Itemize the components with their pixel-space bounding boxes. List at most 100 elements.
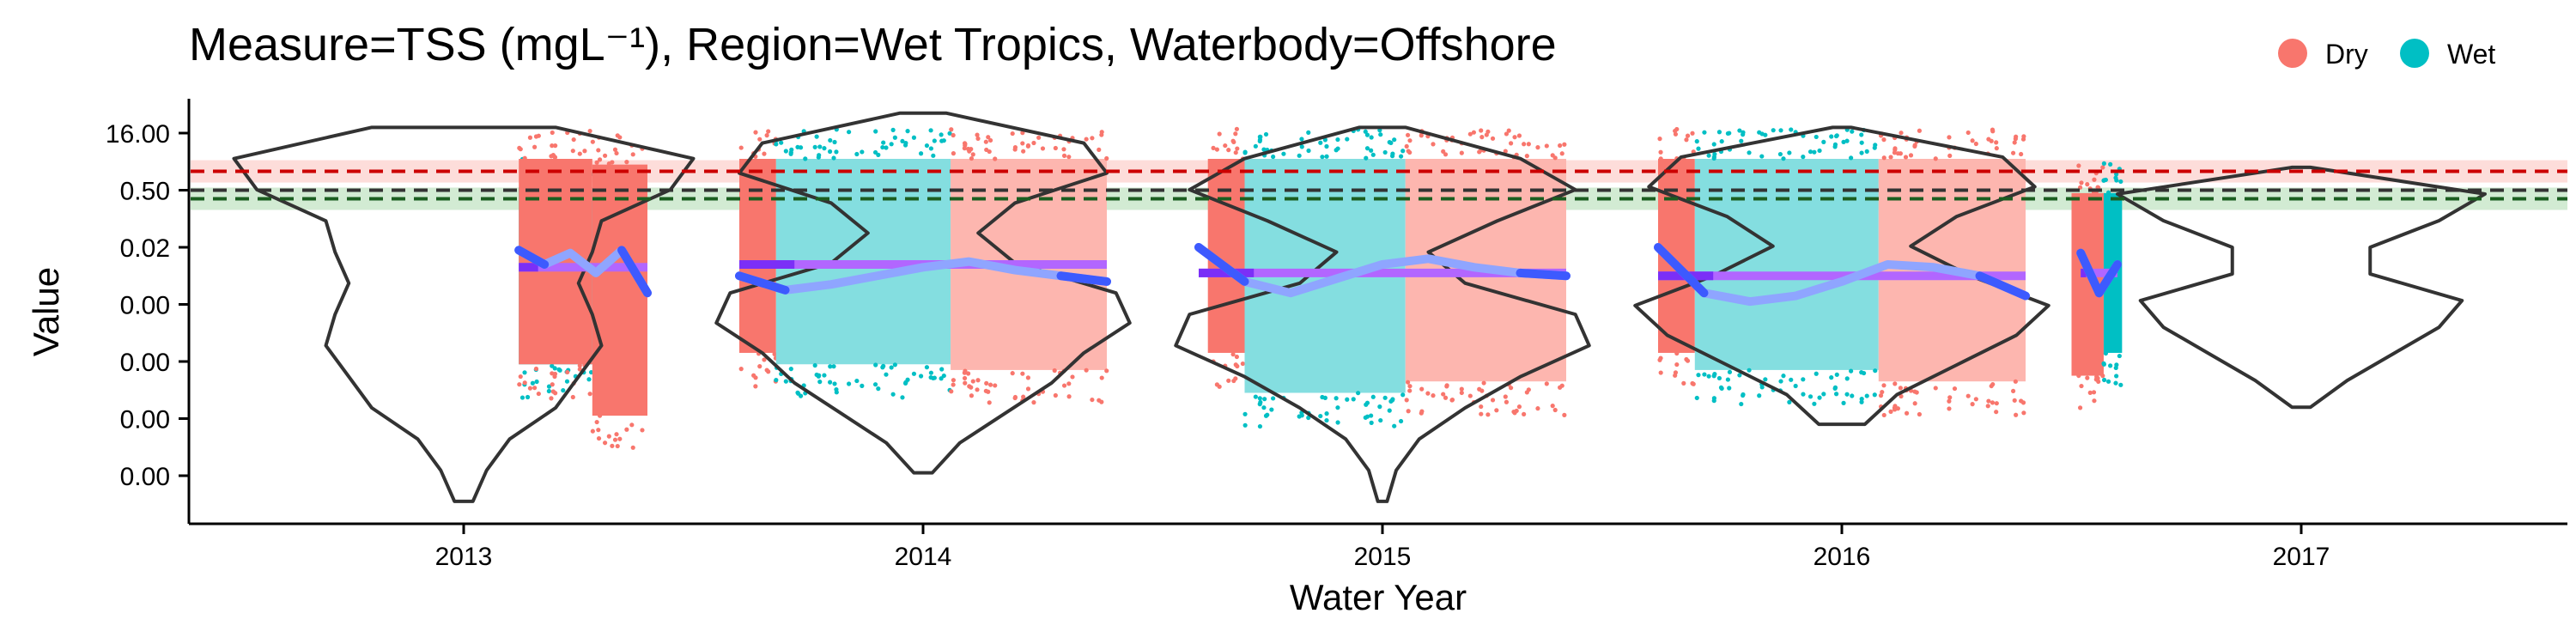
data-point bbox=[1364, 414, 1370, 419]
data-point bbox=[1242, 422, 1248, 428]
data-point bbox=[1387, 408, 1392, 413]
data-point bbox=[1821, 392, 1826, 397]
data-point bbox=[1211, 145, 1216, 150]
data-point bbox=[1390, 397, 1395, 402]
data-point bbox=[590, 139, 595, 144]
data-point bbox=[1994, 140, 1999, 145]
data-point bbox=[1741, 392, 1746, 398]
data-point bbox=[1404, 398, 1409, 403]
data-point bbox=[1299, 144, 1304, 149]
data-point bbox=[817, 373, 822, 378]
data-point bbox=[1407, 384, 1413, 389]
data-point bbox=[817, 144, 823, 149]
data-point bbox=[570, 149, 575, 154]
data-point bbox=[1318, 413, 1323, 419]
data-point bbox=[1503, 149, 1508, 154]
data-point bbox=[951, 132, 956, 138]
data-point bbox=[2101, 178, 2106, 183]
data-point bbox=[1512, 410, 1517, 416]
data-point bbox=[1407, 388, 1413, 393]
data-point bbox=[597, 413, 603, 418]
data-point bbox=[987, 149, 992, 155]
data-point bbox=[1544, 381, 1549, 386]
data-point bbox=[827, 149, 833, 155]
data-point bbox=[751, 373, 756, 378]
data-point bbox=[1400, 392, 1406, 398]
data-point bbox=[1778, 128, 1783, 133]
data-point bbox=[987, 137, 993, 143]
data-point bbox=[1559, 151, 1564, 156]
data-point bbox=[1829, 375, 1834, 380]
data-point bbox=[525, 394, 531, 400]
data-point bbox=[571, 137, 576, 143]
violin-2014 bbox=[714, 111, 1132, 475]
data-point bbox=[1449, 398, 1455, 403]
data-point bbox=[1398, 418, 1404, 424]
data-point bbox=[911, 371, 917, 376]
data-point bbox=[1324, 417, 1329, 423]
data-point bbox=[1904, 410, 1910, 416]
data-point bbox=[1814, 134, 1819, 140]
data-point bbox=[1694, 139, 1699, 144]
data-point bbox=[779, 140, 784, 145]
data-point bbox=[1522, 142, 1527, 147]
data-point bbox=[1716, 130, 1722, 135]
data-point bbox=[1299, 137, 1304, 142]
data-point bbox=[1771, 128, 1776, 133]
data-point bbox=[1834, 133, 1839, 138]
data-point bbox=[1398, 154, 1404, 159]
x-tick-label: 2014 bbox=[895, 543, 952, 571]
data-point bbox=[1320, 155, 1325, 160]
data-point bbox=[590, 428, 595, 434]
data-point bbox=[2096, 379, 2101, 384]
data-point bbox=[1657, 357, 1662, 362]
data-point bbox=[1759, 154, 1765, 159]
data-point bbox=[983, 388, 988, 393]
threshold-lines bbox=[191, 169, 2567, 201]
data-point bbox=[1812, 149, 1817, 155]
data-point bbox=[1985, 404, 1990, 409]
data-point bbox=[630, 152, 635, 157]
data-point bbox=[1061, 383, 1067, 388]
data-point bbox=[1965, 393, 1971, 398]
data-point bbox=[803, 156, 808, 161]
data-point bbox=[1873, 368, 1878, 374]
trend-line-2014 bbox=[735, 257, 1111, 295]
data-point bbox=[2014, 134, 2019, 139]
data-point bbox=[1562, 412, 1567, 417]
data-point bbox=[519, 395, 526, 400]
data-point bbox=[1864, 393, 1869, 398]
data-point bbox=[947, 131, 952, 136]
data-point bbox=[774, 142, 779, 147]
data-point bbox=[1821, 139, 1826, 145]
data-point bbox=[1471, 130, 1477, 135]
data-point bbox=[1558, 143, 1563, 149]
data-point bbox=[1933, 156, 1938, 161]
data-point bbox=[1841, 400, 1846, 405]
data-point bbox=[2013, 379, 2018, 384]
data-point bbox=[1031, 140, 1036, 146]
data-point bbox=[881, 363, 886, 368]
data-point bbox=[2114, 172, 2119, 177]
data-point bbox=[1053, 145, 1058, 151]
data-point bbox=[965, 371, 971, 376]
data-point bbox=[757, 364, 762, 369]
data-point bbox=[892, 362, 897, 368]
data-point bbox=[1535, 406, 1540, 411]
data-point bbox=[2085, 375, 2090, 380]
data-point bbox=[2021, 134, 2026, 139]
data-point bbox=[951, 378, 957, 383]
data-point bbox=[1356, 391, 1361, 396]
data-point bbox=[1025, 386, 1031, 392]
data-point bbox=[1684, 137, 1689, 143]
data-point bbox=[1021, 149, 1026, 154]
data-point bbox=[1297, 153, 1302, 158]
data-point bbox=[1240, 361, 1245, 367]
data-point bbox=[1324, 143, 1329, 149]
data-point bbox=[2108, 363, 2113, 368]
data-point bbox=[1789, 127, 1794, 132]
data-point bbox=[827, 380, 833, 385]
data-point bbox=[2076, 163, 2081, 168]
data-point bbox=[629, 422, 635, 428]
data-point bbox=[969, 393, 975, 398]
